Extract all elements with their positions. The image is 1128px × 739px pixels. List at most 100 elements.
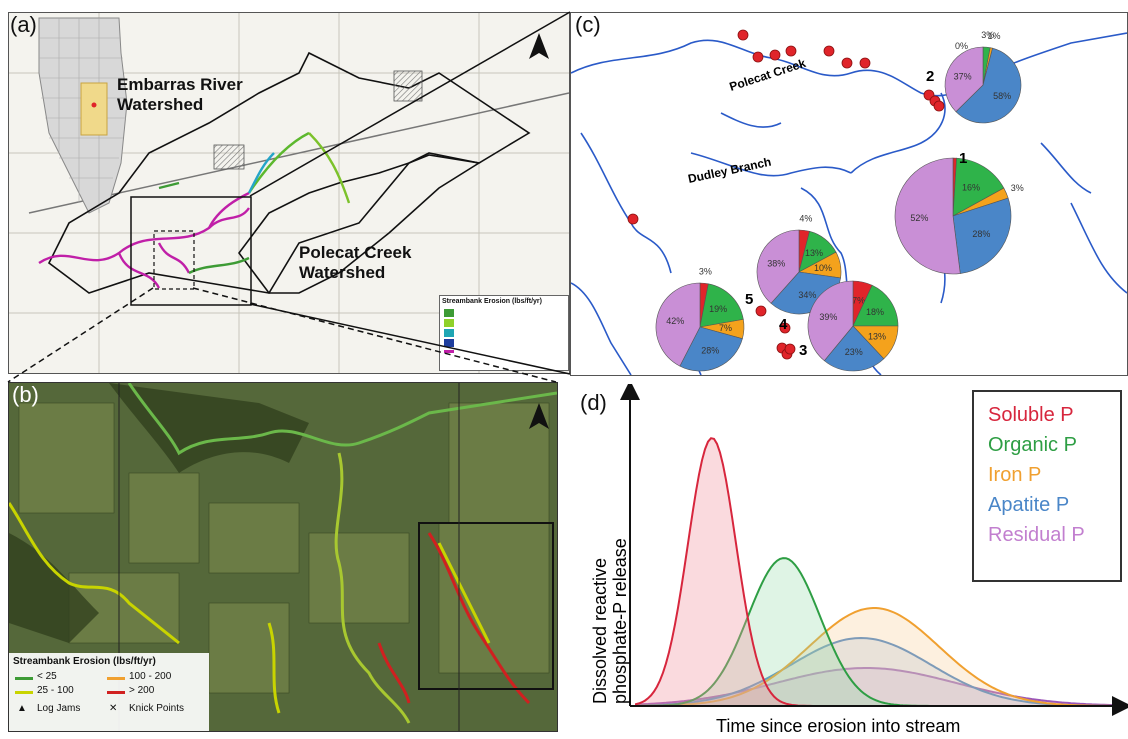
north-arrow-icon	[529, 403, 549, 429]
pie-slice-label: 13%	[868, 331, 886, 341]
site-dot	[823, 45, 835, 57]
y-axis-label-1: Dissolved reactive	[590, 558, 610, 704]
curve-line	[635, 636, 1122, 707]
pie-slice	[952, 197, 1012, 274]
legend-item: < 25	[37, 671, 57, 682]
pie-slice-label: 3%	[981, 30, 994, 40]
site-dot	[859, 57, 871, 69]
aerial-map	[9, 383, 557, 731]
curve-line	[635, 667, 1122, 707]
pie-chart-site-1: 16% 3% 28% 52%	[894, 157, 1024, 275]
erosion-legend-a: Streambank Erosion (lbs/ft/yr)	[439, 295, 569, 371]
pie-slice-label: 7%	[719, 323, 732, 333]
polecat-watershed-boundary	[238, 154, 482, 294]
site-dot	[784, 343, 796, 355]
x-axis-label: Time since erosion into stream	[716, 716, 960, 736]
x-icon: ✕	[109, 703, 118, 714]
pie-chart-site-4: 4% 13% 10% 34% 38%	[756, 213, 842, 315]
curve-fill	[636, 438, 1122, 706]
panel-a-watershed-map: Embarras River Watershed Polecat Creek W…	[8, 12, 570, 374]
pie-slice-label: 3%	[699, 266, 712, 276]
erosion-legend-b: Streambank Erosion (lbs/ft/yr) < 25 25 -…	[9, 653, 209, 731]
pie-slice	[756, 229, 800, 304]
legend-title: Streambank Erosion (lbs/ft/yr)	[442, 298, 542, 305]
legend-d: Soluble P Organic P Iron P Apatite P Res…	[972, 390, 1122, 582]
site-dot	[779, 322, 791, 334]
pie-slice	[807, 280, 854, 362]
legend-iron-p: Iron P	[988, 464, 1042, 486]
curve-fill	[636, 638, 1122, 706]
pie-slice-label: 23%	[845, 347, 863, 357]
site-numbers: 1 2 3 4 5	[745, 68, 967, 359]
pie-slice	[823, 325, 885, 372]
site-number: 3	[799, 342, 807, 359]
watershed-map	[9, 13, 569, 373]
embarras-label: Embarras River Watershed	[117, 75, 243, 114]
site-dot	[841, 57, 853, 69]
pie-slice-label: 28%	[972, 229, 990, 239]
site-dot	[933, 100, 945, 112]
site-number: 2	[926, 68, 934, 85]
zoom-box-solid	[130, 196, 252, 306]
curve-fill	[636, 608, 1122, 706]
triangle-icon: ▲	[17, 703, 27, 714]
legend-organic-p: Organic P	[988, 434, 1077, 456]
log-jams-label: Log Jams	[37, 703, 81, 714]
knick-points-label: Knick Points	[129, 703, 185, 714]
legend-soluble-p: Soluble P	[988, 404, 1074, 426]
pie-slice-label: 58%	[993, 91, 1011, 101]
pie-slice	[679, 326, 743, 372]
legend-item: 100 - 200	[129, 671, 172, 682]
pie-slice-label: 4%	[799, 213, 812, 223]
legend-item: > 200	[129, 685, 155, 696]
site-dot	[769, 49, 781, 61]
panel-c-label: (c)	[575, 12, 601, 37]
pie-slice-label: 42%	[666, 316, 684, 326]
site-number: 1	[959, 150, 967, 167]
y-axis-label-2: phosphate-P release	[610, 538, 630, 704]
pie-chart-site-5: 3% 19% 7% 28% 42%	[655, 266, 745, 372]
pie-slice-label: 16%	[962, 183, 980, 193]
pie-slice	[699, 283, 744, 328]
pie-chart-site-3: 7%18% 13% 23% 39%	[807, 280, 899, 372]
release-curve-plot: Dissolved reactive phosphate-P release T…	[590, 384, 1128, 736]
site-dot	[737, 29, 749, 41]
pie-slice-label: 3%	[1011, 183, 1024, 193]
site-map: 3%1%58%37%0%16% 3%28%52%4%13%10%34%38%7%1…	[571, 29, 1127, 375]
site-number: 4	[779, 316, 788, 333]
north-arrow-icon	[529, 33, 549, 59]
legend-item: 25 - 100	[37, 685, 74, 696]
pie-slice-label: 37%	[954, 71, 972, 81]
pie-slice	[852, 284, 899, 327]
pie-slice-label: 10%	[814, 263, 832, 273]
panel-a-label: (a)	[10, 12, 37, 37]
pie-slice-label: 18%	[866, 307, 884, 317]
site-dot	[755, 305, 767, 317]
pie-slice-label: 0%	[955, 41, 968, 51]
pie-slice	[944, 46, 984, 113]
pie-slice-label: 28%	[701, 345, 719, 355]
dudley-branch-label: Dudley Branch	[687, 155, 773, 186]
panel-d-release-curves: (d) Dissolved reactive phosphate-P relea…	[566, 384, 1128, 736]
pie-slice	[952, 157, 1005, 217]
pie-slice-label: 52%	[910, 213, 928, 223]
site-dot	[752, 51, 764, 63]
site-number: 5	[745, 291, 753, 308]
pie-slice-label: 7%	[852, 296, 865, 306]
pie-slice-label: 13%	[805, 248, 823, 258]
curves	[635, 437, 1122, 707]
pie-slice	[655, 282, 701, 367]
legend-apatite-p: Apatite P	[988, 494, 1070, 516]
site-dot	[785, 45, 797, 57]
pie-charts: 3%1%58%37%0%16% 3%28%52%4%13%10%34%38%7%1…	[655, 30, 1024, 372]
pie-slice-label: 38%	[767, 258, 785, 268]
legend-residual-p: Residual P	[988, 524, 1085, 546]
pie-slice-label: 1%	[988, 31, 1001, 41]
pie-slice-label: 34%	[798, 290, 816, 300]
pie-slice-label: 39%	[819, 312, 837, 322]
polecat-creek-label: Polecat Creek	[728, 56, 808, 94]
pie-slice	[955, 47, 1022, 124]
embarras-watershed-boundary	[47, 51, 531, 294]
site-dot	[627, 213, 639, 225]
